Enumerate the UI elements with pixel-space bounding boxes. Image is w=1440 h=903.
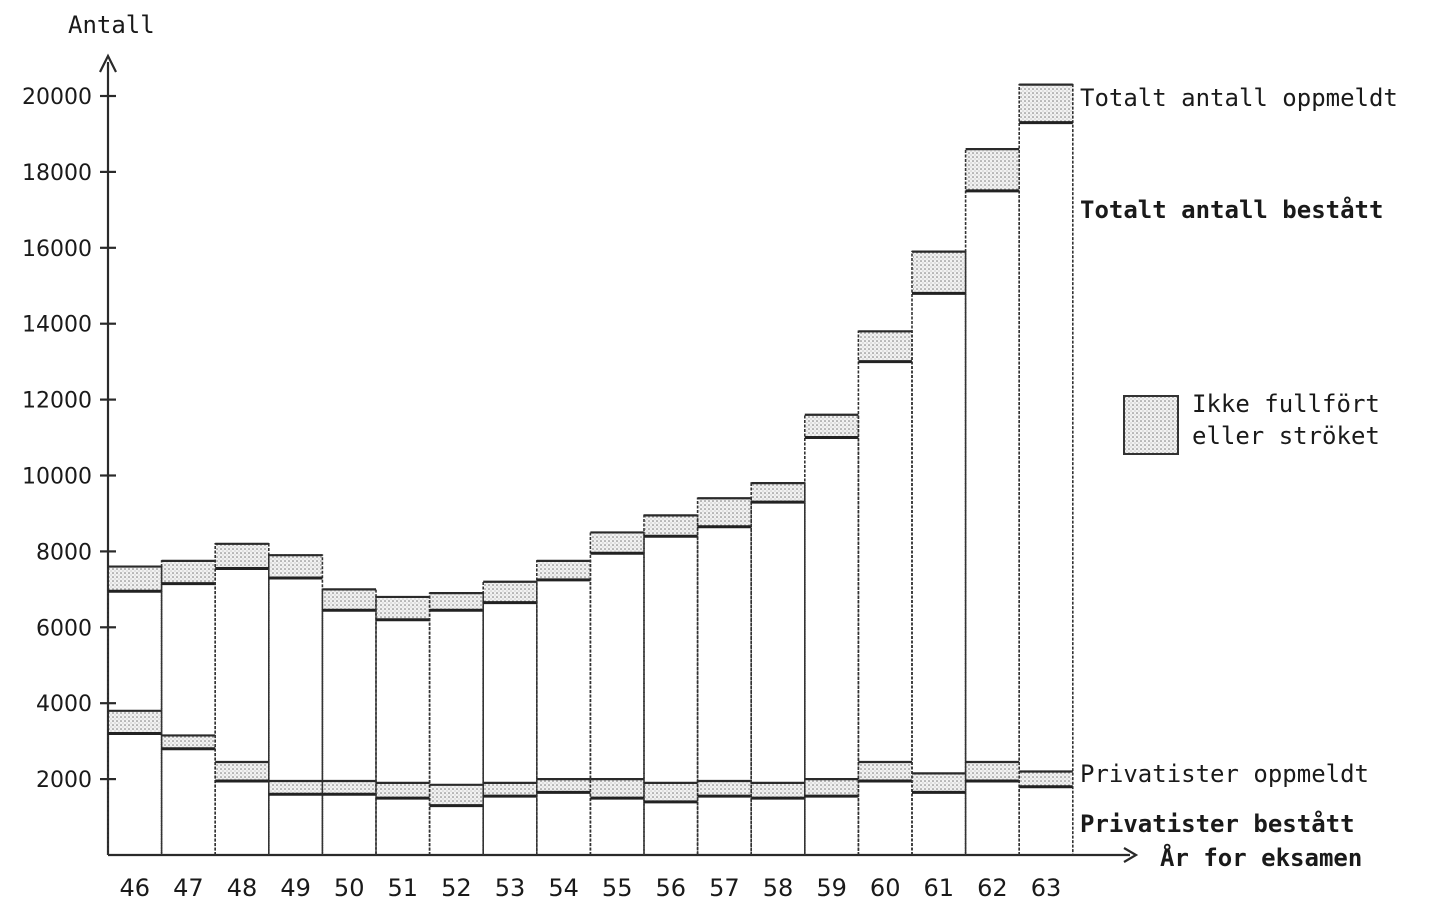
y-tick-label: 4000 (36, 692, 92, 717)
legend-label-line1: Ikke fullfört (1192, 390, 1380, 418)
x-tick-label: 50 (334, 874, 365, 902)
bar-shaded-total (269, 555, 322, 578)
y-ticks: 20000 18000 16000 14000 12000 10000 8000 6000 40… (22, 85, 116, 793)
bar-shaded-total (323, 589, 375, 611)
bar-shaded-private (913, 773, 965, 793)
bar-shaded-total (430, 593, 483, 611)
legend-label-line2: eller ströket (1192, 422, 1380, 450)
x-axis (108, 847, 1139, 863)
series-label-privatister-bestatt: Privatister bestått (1080, 809, 1355, 838)
bar-outline (911, 250, 967, 855)
bar-outline (428, 592, 484, 855)
bar-shaded-private (698, 780, 751, 797)
bar-shaded-total (913, 251, 965, 294)
bar-shaded-private (537, 779, 590, 793)
x-tick-label: 46 (120, 874, 151, 902)
bar-shaded-private (162, 735, 215, 749)
bar-outline (964, 148, 1020, 855)
x-tick-label: 48 (227, 874, 258, 902)
bar-outline (589, 531, 645, 855)
bars (107, 83, 1074, 855)
x-tick-label: 60 (870, 874, 901, 902)
bar-shaded-total (537, 560, 590, 580)
y-tick-label: 8000 (36, 540, 92, 565)
y-tick-label: 16000 (22, 237, 92, 262)
bar-shaded-total (377, 596, 429, 620)
bar-shaded-total (859, 331, 911, 362)
bar-outline (696, 497, 752, 855)
bar-shaded-total (805, 414, 858, 438)
x-axis-label: År for eksamen (1160, 843, 1362, 872)
x-tick-label: 59 (816, 874, 847, 902)
bar-shaded-private (216, 762, 268, 781)
x-tick-label: 62 (977, 874, 1008, 902)
bar-outline (375, 596, 431, 855)
x-tick-label: 53 (495, 874, 526, 902)
y-tick-label: 20000 (22, 85, 92, 110)
bar-shaded-total (109, 566, 161, 592)
x-tick-label: 49 (280, 874, 311, 902)
bar-outline (321, 588, 377, 855)
bar-shaded-private (805, 779, 858, 797)
x-ticks: 46 47 48 49 50 51 52 53 54 55 56 57 58 59 60 61 62 63 (120, 874, 1062, 902)
bar-outline (160, 560, 216, 855)
bar-shaded-private (323, 780, 375, 795)
x-tick-label: 63 (1031, 874, 1062, 902)
bar-outline (214, 543, 270, 855)
x-tick-label: 61 (924, 874, 955, 902)
y-tick-label: 10000 (22, 465, 92, 490)
bar-shaded-total (162, 560, 215, 584)
bar-outline (536, 560, 592, 855)
x-tick-label: 47 (173, 874, 204, 902)
bar-outline (268, 554, 324, 855)
bar-shaded-private (645, 782, 697, 802)
bar-shaded-private (484, 782, 536, 797)
series-label-totalt-bestatt: Totalt antall bestått (1080, 195, 1383, 224)
bar-shaded-private (966, 762, 1019, 781)
bar-shaded-private (859, 762, 911, 781)
x-tick-label: 52 (441, 874, 472, 902)
y-tick-label: 18000 (22, 161, 92, 186)
x-tick-label: 56 (656, 874, 687, 902)
bar-shaded-private (752, 782, 804, 799)
bar-shaded-private (591, 779, 643, 799)
y-axis-label: Antall (68, 11, 155, 39)
bar-shaded-private (109, 710, 161, 734)
series-label-totalt-oppmeldt: Totalt antall oppmeldt (1080, 84, 1398, 112)
bar-shaded-private (430, 784, 483, 806)
bar-shaded-total (591, 532, 643, 554)
legend-swatch (1123, 395, 1179, 455)
bar-shaded-private (269, 780, 322, 795)
bar-shaded-private (1020, 771, 1072, 787)
bar-shaded-total (752, 483, 804, 503)
x-tick-label: 55 (602, 874, 633, 902)
bar-outline (482, 580, 538, 855)
bar-shaded-total (484, 581, 536, 603)
bar-shaded-total (966, 149, 1019, 191)
bar-outline (643, 514, 699, 855)
bar-outline (1018, 83, 1074, 855)
bar-shaded-total (698, 498, 751, 527)
x-tick-label: 58 (763, 874, 794, 902)
series-label-privatister-oppmeldt: Privatister oppmeldt (1080, 760, 1369, 788)
x-tick-label: 51 (388, 874, 419, 902)
y-tick-label: 14000 (22, 313, 92, 338)
bar-shaded-total (1020, 84, 1072, 123)
y-tick-label: 12000 (22, 389, 92, 414)
bar-shaded-total (645, 515, 697, 537)
x-tick-label: 54 (548, 874, 579, 902)
bar-shaded-private (377, 782, 429, 799)
x-tick-label: 57 (709, 874, 740, 902)
bar-shaded-total (216, 543, 268, 569)
y-tick-label: 6000 (36, 616, 92, 641)
bar-outline (804, 413, 860, 855)
y-tick-label: 2000 (36, 768, 92, 793)
legend: Ikke fullfört eller ströket (1123, 390, 1380, 455)
